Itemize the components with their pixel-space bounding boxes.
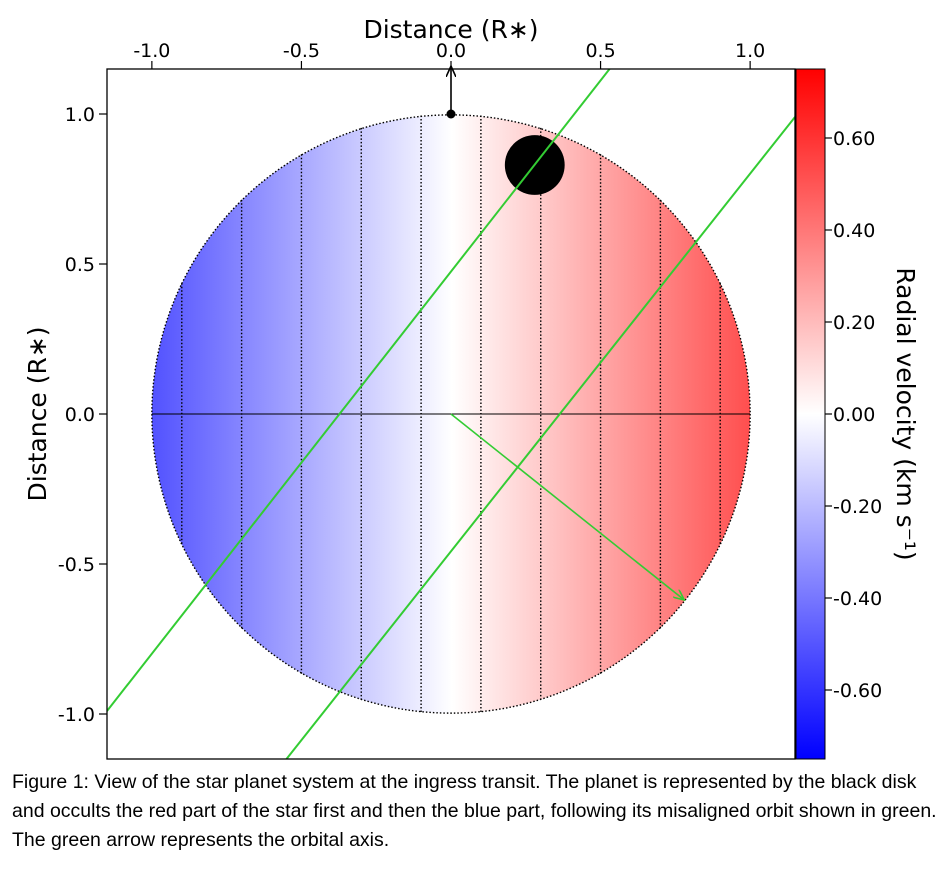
- y-axis-title: Distance (R∗): [23, 326, 52, 501]
- colorbar-tick-label: -0.20: [833, 496, 882, 518]
- orbit-line: [285, 116, 795, 759]
- colorbar-tick-label: 0.60: [833, 128, 875, 150]
- chart-svg: -1.0 -0.5 0.0 0.5 1.0 -1.0 -0.5 0.0 0.5 1.0 0.60 0…: [23, 15, 920, 760]
- colorbar-tick-label: 0.00: [833, 404, 875, 426]
- x-tick-label: -0.5: [283, 40, 320, 62]
- y-tick-label: 0.5: [65, 254, 95, 276]
- orbit-line: [107, 69, 611, 712]
- y-tick-label: -1.0: [58, 704, 95, 726]
- x-tick-label: 0.0: [436, 40, 466, 62]
- x-tick-label: 0.5: [585, 40, 615, 62]
- x-tick-label: -1.0: [133, 40, 170, 62]
- y-tick-label: -0.5: [58, 554, 95, 576]
- figure-caption: Figure 1: View of the star planet system…: [12, 771, 937, 851]
- colorbar-tick-label: -0.40: [833, 588, 882, 610]
- stellar-axis-origin-dot: [446, 109, 456, 119]
- colorbar-tick-label: -0.60: [833, 680, 882, 702]
- colorbar-title: Radial velocity (km s⁻¹): [891, 267, 920, 560]
- colorbar-tick-label: 0.20: [833, 312, 875, 334]
- colorbar: [795, 68, 826, 760]
- colorbar-tick-label: 0.40: [833, 220, 875, 242]
- orbital-axis-arrow: [450, 413, 684, 600]
- star-planet-figure: -1.0 -0.5 0.0 0.5 1.0 -1.0 -0.5 0.0 0.5 1.0 0.60 0…: [23, 15, 920, 760]
- y-tick-label: 0.0: [65, 404, 95, 426]
- x-tick-label: 1.0: [735, 40, 765, 62]
- y-tick-label: 1.0: [65, 104, 95, 126]
- x-axis-title: Distance (R∗): [363, 15, 538, 44]
